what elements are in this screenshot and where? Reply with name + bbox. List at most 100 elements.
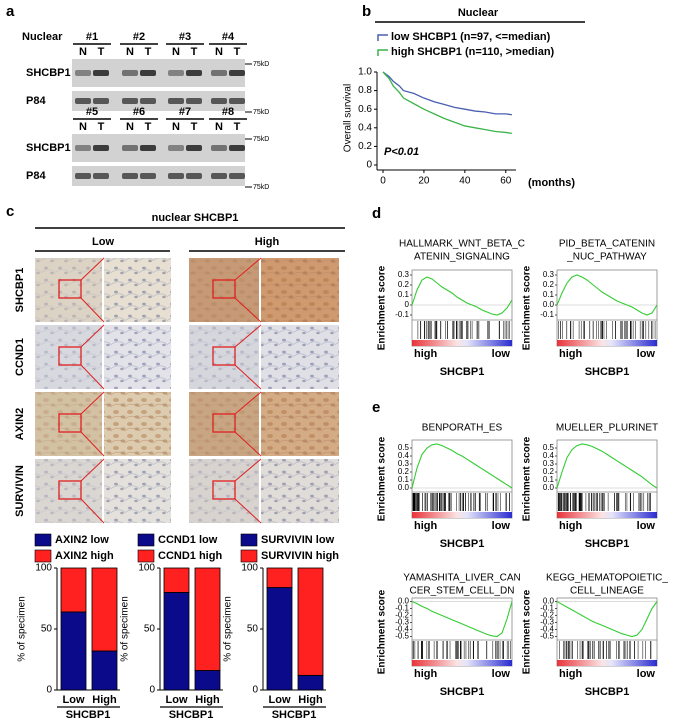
- blot-band: [75, 145, 91, 151]
- x-axis-label: (months): [528, 177, 575, 189]
- ihc-row-label: SURVIVIN: [14, 465, 26, 517]
- y-axis-label: Enrichment score: [377, 589, 388, 674]
- y-tick-label: -0.1: [540, 310, 554, 319]
- ihc-texture: [104, 392, 171, 456]
- y-tick-label: -0.4: [395, 625, 409, 634]
- y-axis-label: Enrichment score: [522, 589, 533, 674]
- blot-band: [122, 70, 138, 76]
- x-tick-label: Low: [166, 694, 188, 706]
- x-axis-label: SHCBP1: [440, 366, 485, 378]
- y-tick-label: 0.3: [543, 270, 555, 279]
- x-tick-label: High: [195, 694, 220, 706]
- y-tick-label: 50: [144, 624, 156, 635]
- chart-title: HALLMARK_WNT_BETA_C: [399, 239, 525, 250]
- lane-label: T: [145, 46, 152, 58]
- y-axis-label: Enrichment score: [522, 436, 533, 521]
- zoom-line: [80, 498, 105, 524]
- y-tick-label: 0.4: [543, 451, 555, 460]
- zoom-line: [80, 324, 105, 348]
- ihc-texture: [261, 325, 339, 389]
- lane-label: T: [191, 46, 198, 58]
- y-tick-label: 0.5: [398, 443, 410, 452]
- y-axis-label: Enrichment score: [522, 265, 533, 350]
- lane-label: T: [98, 121, 105, 133]
- range-label: low: [492, 668, 511, 680]
- lane-label: N: [126, 46, 134, 58]
- y-tick-label: 100: [35, 563, 52, 574]
- x-tick-label: 0: [380, 176, 386, 187]
- y-tick-label: -0.3: [395, 618, 409, 627]
- blot-band: [140, 145, 156, 151]
- enrichment-curve: [411, 600, 513, 638]
- blot-band: [122, 173, 138, 179]
- x-axis-label: SHCBP1: [66, 709, 111, 720]
- blot-strip: [72, 91, 245, 111]
- rank-gradient: [557, 512, 657, 518]
- bar-segment: [194, 567, 221, 671]
- lane-label: T: [234, 46, 241, 58]
- zoom-box: [58, 346, 82, 366]
- y-axis-label: % of specimen: [120, 596, 131, 662]
- enrichment-curve: [556, 601, 658, 638]
- legend-label: low SHCBP1 (n=97, <=median): [391, 31, 551, 43]
- bar-segment: [91, 567, 118, 652]
- zoom-line: [80, 458, 105, 482]
- chart-title: YAMASHITA_LIVER_CAN: [403, 573, 520, 584]
- marker-label: 75kD: [253, 109, 269, 116]
- blot-band: [93, 173, 109, 179]
- annotation: P<0.01: [384, 146, 419, 158]
- y-tick-label: 0: [366, 160, 372, 171]
- x-tick-label: Low: [63, 694, 85, 706]
- legend-swatch: [377, 34, 388, 41]
- y-tick-label: 100: [241, 563, 258, 574]
- blot-band: [229, 145, 245, 151]
- zoom-box: [58, 279, 82, 299]
- y-tick-label: 0.4: [358, 122, 372, 133]
- range-label: high: [559, 520, 582, 532]
- legend-label: AXIN2 low: [55, 534, 109, 546]
- y-axis-label: Enrichment score: [377, 265, 388, 350]
- ihc-texture: [261, 459, 339, 523]
- blot-band: [140, 70, 156, 76]
- blot-band: [211, 173, 227, 179]
- y-tick-label: 100: [138, 563, 155, 574]
- range-label: high: [559, 348, 582, 360]
- zoom-line: [234, 324, 262, 348]
- marker-label: 75kD: [253, 61, 269, 68]
- lane-label: T: [234, 121, 241, 133]
- x-tick-label: Low: [269, 694, 291, 706]
- legend-label: AXIN2 high: [55, 550, 114, 562]
- lane-label: N: [172, 121, 180, 133]
- ihc-texture: [189, 459, 259, 523]
- ihc-row-label: CCND1: [14, 338, 26, 376]
- blot-band: [122, 145, 138, 151]
- bar-segment: [60, 567, 87, 613]
- y-tick-label: -0.1: [395, 604, 409, 613]
- ihc-title: nuclear SHCBP1: [152, 212, 239, 224]
- zoom-line: [234, 498, 262, 524]
- rank-gradient: [412, 340, 512, 346]
- rank-gradient: [557, 340, 657, 346]
- legend-swatch: [137, 549, 155, 563]
- x-axis-label: SHCBP1: [272, 709, 317, 720]
- y-tick-label: -0.2: [540, 611, 554, 620]
- y-axis-label: % of specimen: [223, 596, 234, 662]
- ihc-texture: [104, 459, 171, 523]
- ihc-texture: [189, 258, 259, 322]
- range-label: low: [492, 520, 511, 532]
- y-tick-label: 0.2: [398, 467, 410, 476]
- bar-segment: [163, 567, 190, 593]
- blot-strip: [72, 166, 245, 186]
- lane-label: T: [191, 121, 198, 133]
- y-tick-label: -0.5: [540, 632, 554, 641]
- blot-band: [186, 98, 202, 104]
- x-tick-label: 60: [500, 176, 512, 187]
- marker-label: 75kD: [253, 184, 269, 191]
- y-tick-label: 50: [41, 624, 53, 635]
- y-tick-label: 0.0: [543, 300, 555, 309]
- legend-swatch: [240, 533, 258, 547]
- y-tick-label: 1.0: [358, 67, 372, 78]
- legend-label: SURVIVIN high: [261, 550, 339, 562]
- ihc-texture: [261, 392, 339, 456]
- legend-label: CCND1 low: [158, 534, 218, 546]
